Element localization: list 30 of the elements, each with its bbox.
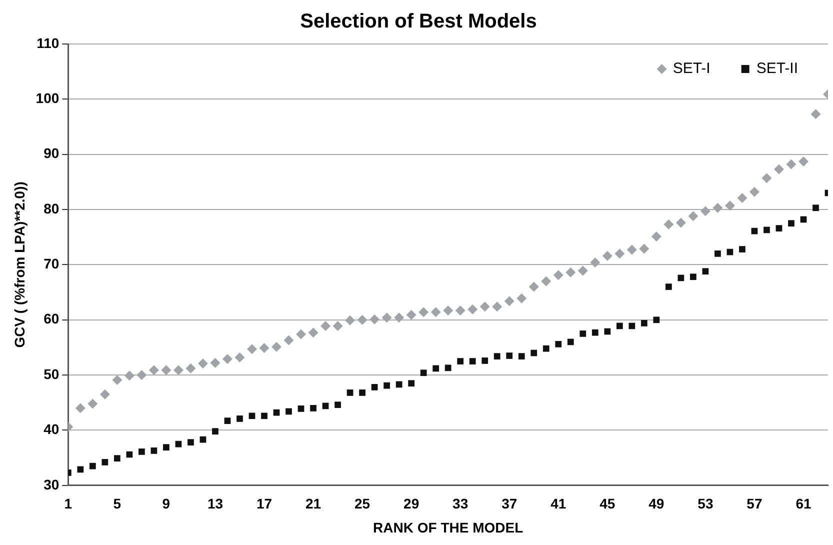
x-tick-label: 21 [305,496,322,512]
chart-title: Selection of Best Models [300,10,537,33]
x-tick-label: 37 [502,496,518,512]
x-tick-label: 57 [746,496,762,512]
x-tick-label: 53 [698,496,714,512]
y-tick-label: 90 [44,145,60,162]
x-tick-label: 29 [404,496,420,512]
y-axis-title: GCV ( (%from LPA)**2.0)) [11,182,28,348]
y-tick-label: 70 [44,256,60,272]
y-tick-label: 30 [44,476,60,492]
x-tick-label: 25 [354,496,370,512]
x-tick-label: 9 [162,496,170,512]
x-tick-label: 61 [796,496,812,512]
y-tick-label: 60 [44,310,60,327]
y-tick-label: 50 [44,366,60,382]
y-tick-label: 40 [44,421,60,438]
x-tick-label: 1 [64,496,72,512]
y-tick-label: 80 [44,200,60,216]
x-tick-label: 33 [452,496,468,512]
x-tick-label: 17 [256,496,272,512]
y-tick-label: 100 [36,90,60,106]
x-tick-label: 45 [600,496,616,512]
x-tick-label: 5 [113,496,122,512]
x-tick-label: 49 [648,496,664,512]
x-axis-title: RANK OF THE MODEL [373,519,524,536]
x-tick-label: 13 [207,496,224,512]
y-tick-label: 110 [36,34,60,51]
x-tick-label: 41 [550,496,566,512]
legend-label: SET-I [672,60,710,78]
legend-label: SET-II [756,60,798,78]
